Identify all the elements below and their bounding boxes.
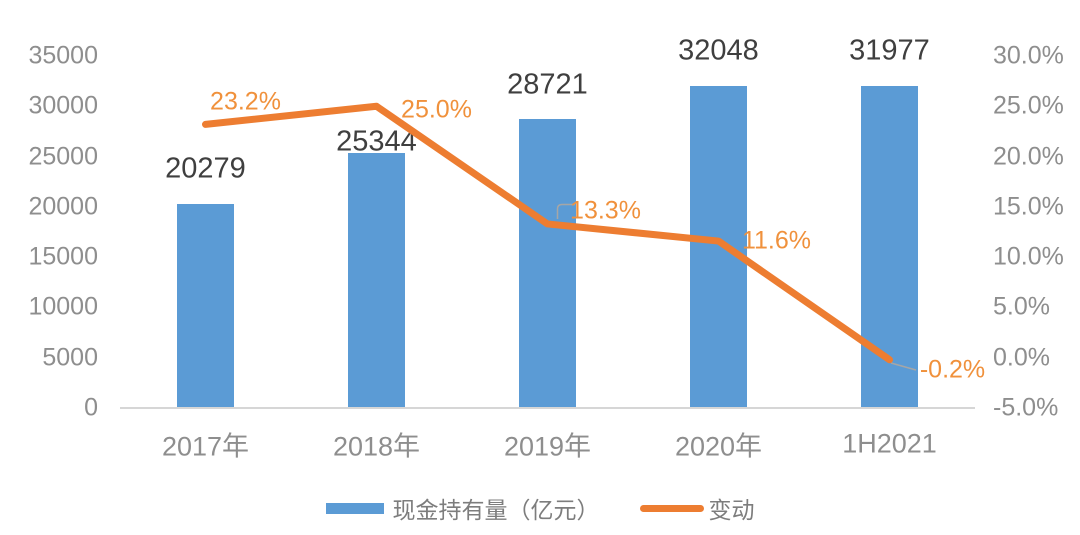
- category-label: 2017年: [161, 431, 250, 462]
- line-data-label: 11.6%: [741, 226, 812, 255]
- right-axis-tick-label: 15.0%: [993, 192, 1064, 221]
- bar-data-label: 32048: [678, 34, 759, 67]
- line-data-label: 23.2%: [210, 87, 281, 116]
- left-axis-tick-label: 25000: [28, 142, 98, 171]
- legend-label: 现金持有量（亿元）: [392, 497, 600, 523]
- right-axis-tick-label: 5.0%: [993, 292, 1050, 321]
- legend: 现金持有量（亿元） 变动: [0, 491, 1080, 525]
- line-data-label: 13.3%: [570, 196, 641, 225]
- x-axis-line: [120, 407, 975, 409]
- bar-data-label: 28721: [507, 68, 588, 101]
- left-axis-tick-label: 0: [84, 393, 98, 422]
- bar-data-label: 31977: [849, 34, 930, 67]
- bar-2017年: [177, 204, 234, 408]
- legend-item: 现金持有量（亿元）: [325, 491, 600, 525]
- label-leader-line: [890, 362, 917, 371]
- bar-2020年: [690, 85, 747, 408]
- right-axis-tick-label: 0.0%: [993, 343, 1050, 372]
- bar-data-label: 20279: [165, 152, 246, 185]
- right-axis-tick-label: 20.0%: [993, 142, 1064, 171]
- left-axis-tick-label: 15000: [28, 242, 98, 271]
- right-axis-tick-label: 30.0%: [993, 41, 1064, 70]
- category-label: 2019年: [503, 431, 592, 462]
- bar-data-label: 25344: [336, 125, 417, 158]
- line-data-label: -0.2%: [919, 355, 986, 384]
- label-leader-line: [556, 203, 575, 219]
- legend-line-swatch: [639, 504, 704, 512]
- right-axis-tick-label: 10.0%: [993, 242, 1064, 271]
- bar-2019年: [519, 119, 576, 408]
- right-axis-tick-label: -5.0%: [993, 393, 1059, 422]
- bar-2018年: [348, 153, 405, 408]
- line-data-label: 25.0%: [401, 95, 472, 124]
- legend-bar-swatch: [325, 502, 384, 514]
- line-path: [202, 102, 893, 364]
- category-label: 2018年: [332, 431, 421, 462]
- category-label: 1H2021: [842, 428, 937, 459]
- left-axis-tick-label: 35000: [28, 41, 98, 70]
- bar-1H2021: [861, 86, 918, 408]
- left-axis-tick-label: 5000: [42, 343, 98, 372]
- legend-item: 变动: [639, 491, 755, 525]
- right-axis-tick-label: 25.0%: [993, 91, 1064, 120]
- left-axis-tick-label: 20000: [28, 192, 98, 221]
- legend-label: 变动: [708, 497, 755, 523]
- left-axis-tick-label: 30000: [28, 91, 98, 120]
- left-axis-tick-label: 10000: [28, 292, 98, 321]
- category-label: 2020年: [674, 431, 763, 462]
